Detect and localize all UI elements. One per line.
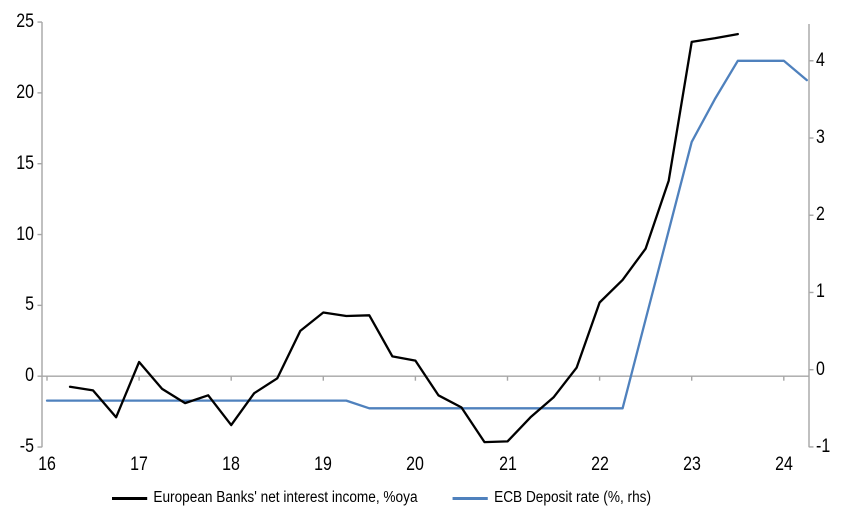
x-tick-label: 20 <box>406 454 425 475</box>
y-left-tick-label: 0 <box>25 365 34 387</box>
y-right-tick-label: 4 <box>816 49 825 71</box>
y-right-tick-label: 1 <box>816 281 825 303</box>
legend-line-sample-nii <box>112 496 148 500</box>
y-right-tick-label: -1 <box>816 435 831 457</box>
y-left-tick-label: 20 <box>16 81 34 103</box>
y-right-tick-label: 2 <box>816 204 825 226</box>
x-tick-label: 16 <box>38 454 56 475</box>
y-left-tick-label: 5 <box>25 294 34 316</box>
x-tick-label: 21 <box>498 454 517 475</box>
x-tick-label: 22 <box>590 454 609 475</box>
y-left-tick-label: 25 <box>16 11 34 33</box>
legend: European Banks' net interest income, %oy… <box>112 489 651 507</box>
x-tick-label: 23 <box>682 454 701 475</box>
nii-line <box>68 32 739 444</box>
x-tick-label: 19 <box>314 454 333 475</box>
x-tick-label: 18 <box>222 454 241 475</box>
y-right-tick-label: 0 <box>816 358 825 380</box>
y-left-tick-label: 10 <box>16 223 34 245</box>
legend-line-sample-ecb <box>452 496 488 500</box>
y-right-tick-label: 3 <box>816 127 825 148</box>
legend-label-ecb: ECB Deposit rate (%, rhs) <box>494 489 652 506</box>
x-tick-label: 17 <box>130 454 148 475</box>
ecb-deposit-rate-line <box>45 59 808 410</box>
x-tick-label: 24 <box>774 454 793 475</box>
y-left-tick-label: -5 <box>19 436 34 458</box>
y-left-tick-label: 15 <box>16 152 34 174</box>
legend-label-nii: European Banks' net interest income, %oy… <box>153 489 418 506</box>
